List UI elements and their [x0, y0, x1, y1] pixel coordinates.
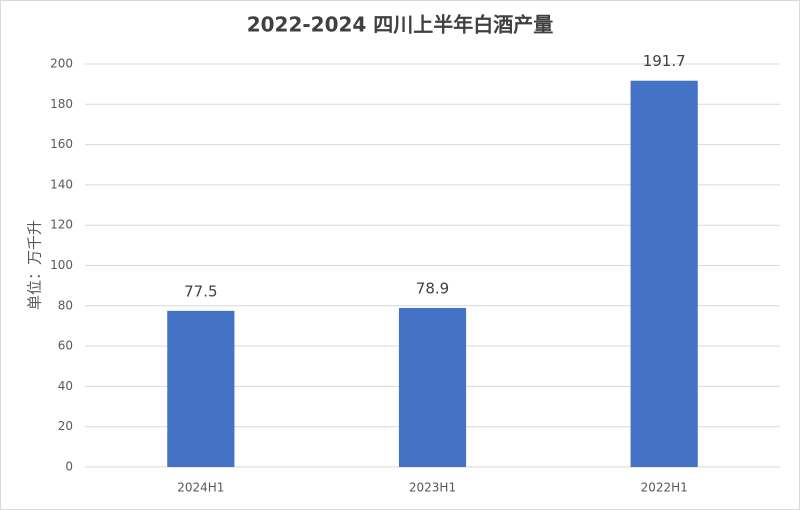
y-tick-label: 100	[50, 258, 73, 272]
chart-title: 2022-2024 四川上半年白酒产量	[247, 13, 554, 37]
data-label: 77.5	[184, 282, 217, 300]
y-tick-label: 160	[50, 137, 73, 151]
y-tick-label: 200	[50, 57, 73, 71]
y-tick-label: 180	[50, 97, 73, 111]
data-label: 78.9	[416, 280, 449, 298]
bar	[167, 310, 235, 467]
bar	[398, 308, 467, 467]
y-axis-label: 单位：万千升	[26, 220, 44, 310]
y-tick-label: 80	[58, 298, 73, 312]
x-tick-label: 2023H1	[409, 481, 456, 495]
y-tick-label: 120	[50, 218, 73, 232]
data-label: 191.7	[643, 52, 686, 70]
bar	[630, 80, 698, 468]
y-tick-label: 60	[58, 339, 73, 353]
y-tick-label: 140	[50, 177, 73, 191]
y-tick-label: 40	[58, 379, 73, 393]
x-tick-label: 2024H1	[177, 481, 224, 495]
y-tick-label: 0	[65, 460, 73, 474]
x-tick-label: 2022H1	[641, 481, 688, 495]
y-tick-label: 20	[58, 419, 73, 433]
